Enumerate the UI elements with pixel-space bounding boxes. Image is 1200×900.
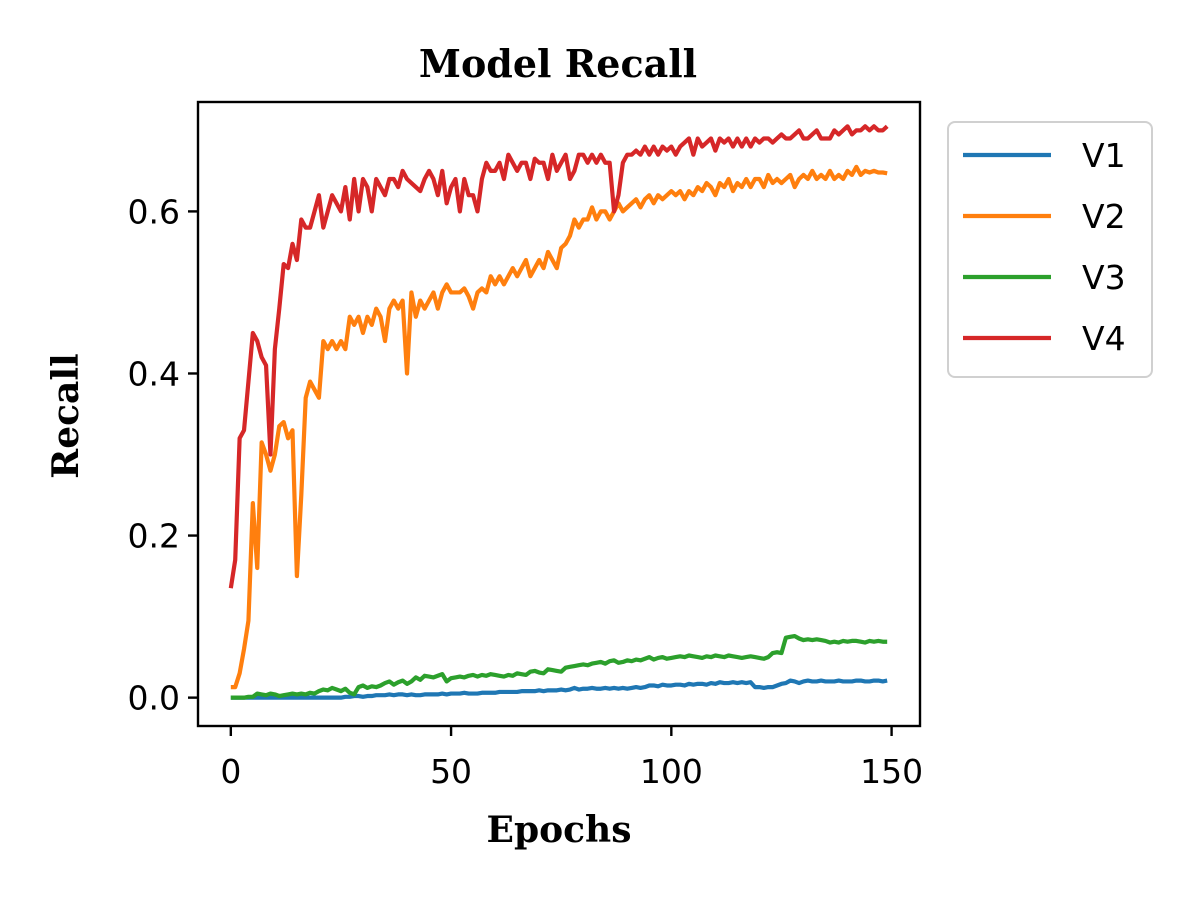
y-axis: 0.0 0.2 0.4 0.6 [128,192,198,718]
y-tick-label: 0.4 [128,354,180,393]
y-tick-label: 0.6 [128,192,180,231]
series-line-v2 [230,164,888,690]
y-tick-label: 0.0 [128,679,180,718]
x-axis-label: Epochs [487,809,632,851]
plot-frame [196,100,922,728]
series-layer [228,124,889,700]
series-line-v1 [230,678,888,700]
series-line-v3 [230,633,888,700]
y-tick-label: 0.2 [128,517,180,556]
x-tick-label: 50 [430,752,472,791]
legend-box [947,121,1153,378]
legend: V1 V2 V3 V4 [947,121,1153,378]
series-line-v4 [228,124,889,589]
x-tick-label: 150 [860,752,923,791]
y-axis-label: Recall [45,353,87,478]
chart-title: Model Recall [419,41,697,86]
x-tick-label: 100 [640,752,703,791]
legend-items: V1 V2 V3 V4 [963,136,1126,358]
legend-label-v4: V4 [1082,319,1126,358]
x-tick-label: 0 [220,752,241,791]
legend-label-v1: V1 [1082,136,1126,175]
x-axis: 0 50 100 150 [220,726,923,791]
legend-label-v2: V2 [1082,197,1126,236]
legend-label-v3: V3 [1082,258,1126,297]
